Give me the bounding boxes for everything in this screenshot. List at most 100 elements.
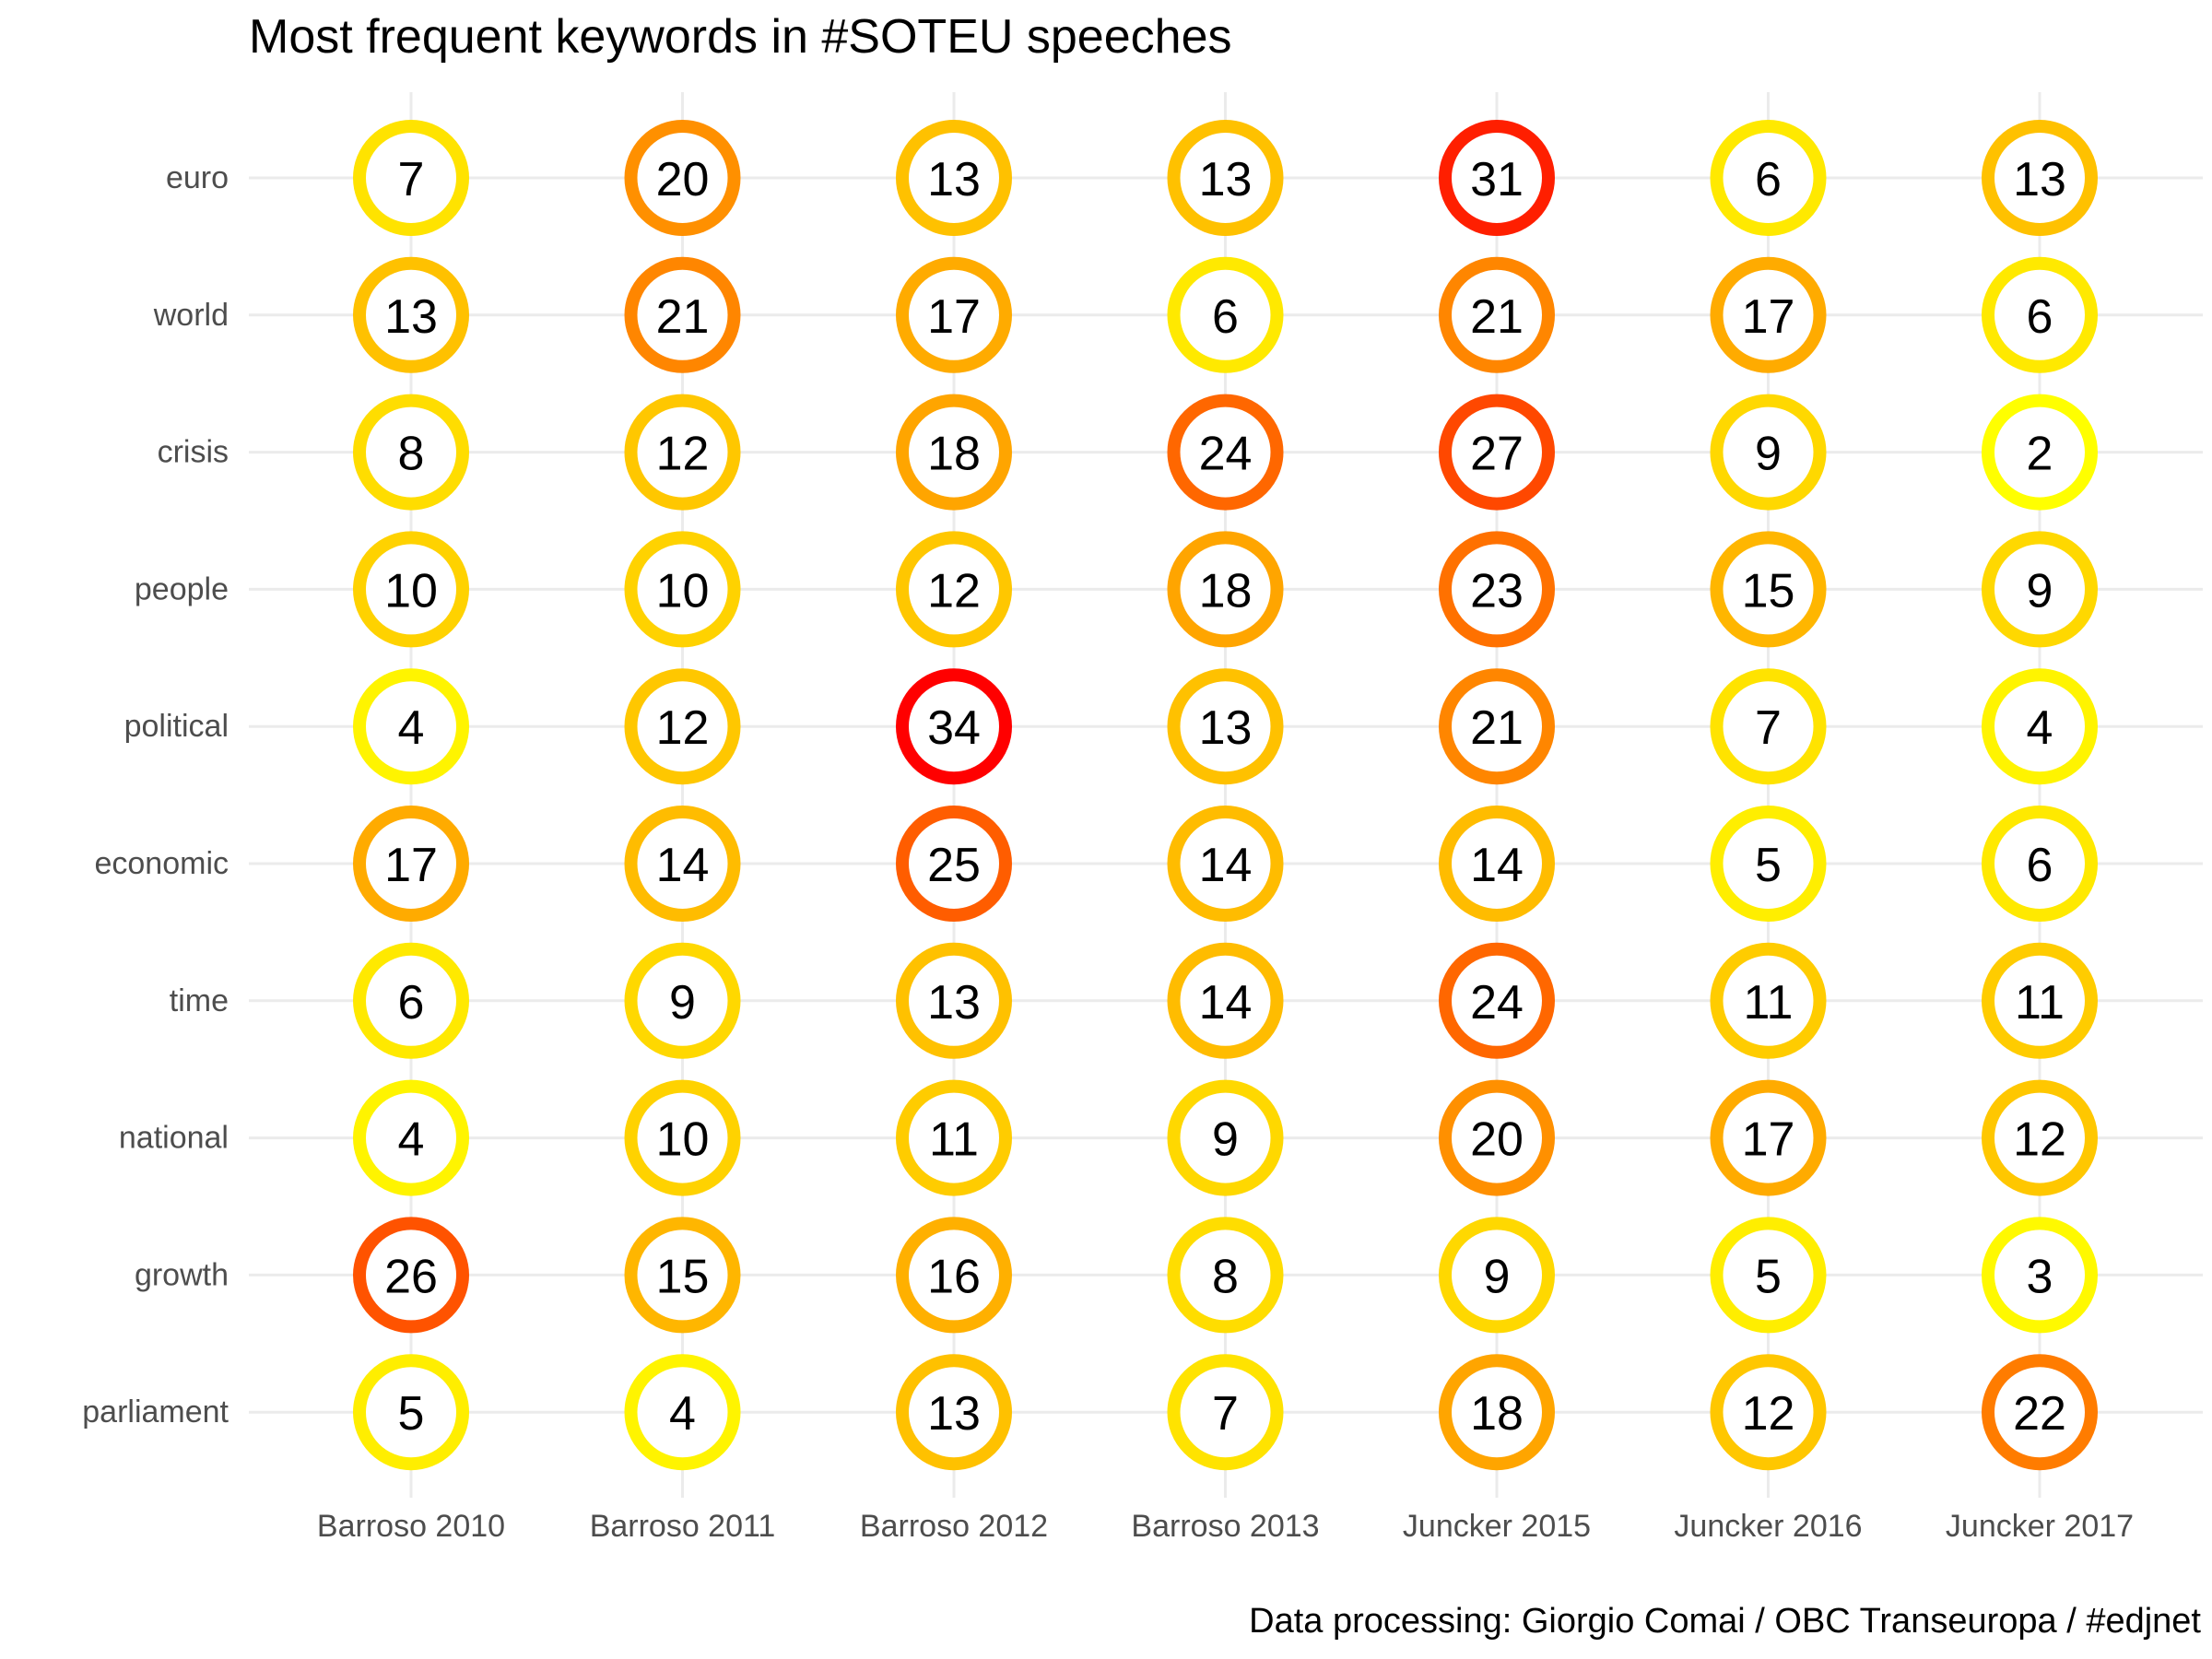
ring-mark: [1439, 256, 1555, 373]
value-label: 8: [398, 428, 425, 481]
value-label: 13: [927, 153, 981, 206]
ring-mark: [353, 942, 469, 1059]
x-tick-label-barroso-2013: Barroso 2013: [1131, 1509, 1319, 1544]
value-label: 9: [1755, 428, 1782, 481]
value-label: 25: [927, 839, 981, 892]
ring-mark: [1167, 1217, 1284, 1334]
value-label: 27: [1470, 428, 1524, 481]
ring-mark: [1439, 120, 1555, 236]
ring-mark: [1167, 1079, 1284, 1196]
value-label: 18: [1470, 1387, 1524, 1441]
value-label: 17: [384, 839, 438, 892]
ring-mark: [1710, 1354, 1827, 1471]
value-label: 34: [927, 701, 981, 755]
ring-mark: [1982, 1079, 2098, 1196]
ring-mark: [1710, 531, 1827, 648]
ring-mark: [1982, 806, 2098, 922]
ring-mark: [896, 256, 1012, 373]
ring-mark: [896, 394, 1012, 511]
ring-mark: [624, 394, 741, 511]
value-label: 4: [2027, 701, 2053, 755]
value-label: 12: [2013, 1113, 2066, 1167]
value-label: 13: [927, 1387, 981, 1441]
ring-mark: [624, 806, 741, 922]
value-label: 13: [1199, 153, 1253, 206]
value-label: 13: [1199, 701, 1253, 755]
value-label: 17: [1742, 290, 1795, 344]
value-label: 11: [2015, 976, 2065, 1030]
ring-mark: [1982, 120, 2098, 236]
ring-mark: [1982, 394, 2098, 511]
value-label: 8: [1212, 1250, 1239, 1303]
value-label: 15: [1742, 564, 1795, 618]
value-label: 12: [656, 701, 710, 755]
ring-mark: [1439, 1354, 1555, 1471]
ring-mark: [1439, 1079, 1555, 1196]
value-label: 3: [2027, 1250, 2053, 1303]
value-label: 22: [2013, 1387, 2066, 1441]
chart-caption: Data processing: Giorgio Comai / OBC Tra…: [1249, 1602, 2201, 1641]
value-label: 18: [927, 428, 981, 481]
value-label: 13: [2013, 153, 2066, 206]
ring-mark: [624, 1354, 741, 1471]
value-label: 20: [1470, 1113, 1524, 1167]
value-label: 2: [2027, 428, 2053, 481]
y-tick-label-time: time: [170, 983, 229, 1018]
x-tick-label-barroso-2011: Barroso 2011: [590, 1509, 776, 1544]
value-label: 24: [1470, 976, 1524, 1030]
ring-mark: [896, 806, 1012, 922]
value-label: 20: [656, 153, 710, 206]
value-label: 4: [398, 1113, 425, 1167]
value-label: 7: [1212, 1387, 1239, 1441]
ring-mark: [896, 120, 1012, 236]
ring-mark: [896, 1217, 1012, 1334]
value-label: 5: [1755, 1250, 1782, 1303]
value-label: 15: [656, 1250, 710, 1303]
y-tick-label-economic: economic: [94, 846, 229, 881]
value-label: 5: [1755, 839, 1782, 892]
ring-mark: [896, 1354, 1012, 1471]
value-label: 17: [1742, 1113, 1795, 1167]
ring-mark: [1710, 394, 1827, 511]
value-label: 17: [927, 290, 981, 344]
value-label: 9: [669, 976, 696, 1030]
value-label: 9: [2027, 564, 2053, 618]
value-label: 7: [1755, 701, 1782, 755]
y-tick-label-crisis: crisis: [158, 435, 229, 470]
ring-mark: [624, 668, 741, 785]
value-label: 12: [927, 564, 981, 618]
value-label: 14: [656, 839, 710, 892]
value-label: 23: [1470, 564, 1524, 618]
value-label: 21: [1470, 290, 1524, 344]
ring-mark: [624, 942, 741, 1059]
x-axis-labels: Barroso 2010 Barroso 2011 Barroso 2012 Barr…: [317, 1509, 2134, 1544]
value-label: 14: [1199, 976, 1253, 1030]
y-tick-label-world: world: [153, 298, 229, 333]
value-label: 10: [384, 564, 438, 618]
value-label: 10: [656, 564, 710, 618]
ring-mark: [1167, 806, 1284, 922]
x-tick-label-barroso-2012: Barroso 2012: [860, 1509, 1048, 1544]
value-label: 21: [1470, 701, 1524, 755]
x-tick-label-juncker-2016: Juncker 2016: [1674, 1509, 1862, 1544]
ring-mark: [624, 120, 741, 236]
ring-mark: [624, 1079, 741, 1196]
value-label: 9: [1212, 1113, 1239, 1167]
ring-mark: [353, 1354, 469, 1471]
ring-mark: [896, 531, 1012, 648]
ring-mark: [353, 1217, 469, 1334]
ring-mark: [624, 1217, 741, 1334]
ring-mark: [1710, 256, 1827, 373]
ring-mark: [1710, 1217, 1827, 1334]
value-label: 13: [384, 290, 438, 344]
y-tick-label-national: national: [119, 1121, 229, 1156]
value-label: 10: [656, 1113, 710, 1167]
x-tick-label-juncker-2017: Juncker 2017: [1946, 1509, 2134, 1544]
value-label: 12: [1742, 1387, 1795, 1441]
value-label: 5: [398, 1387, 425, 1441]
ring-mark: [1439, 668, 1555, 785]
y-tick-label-people: people: [135, 571, 229, 606]
ring-mark: [1167, 394, 1284, 511]
